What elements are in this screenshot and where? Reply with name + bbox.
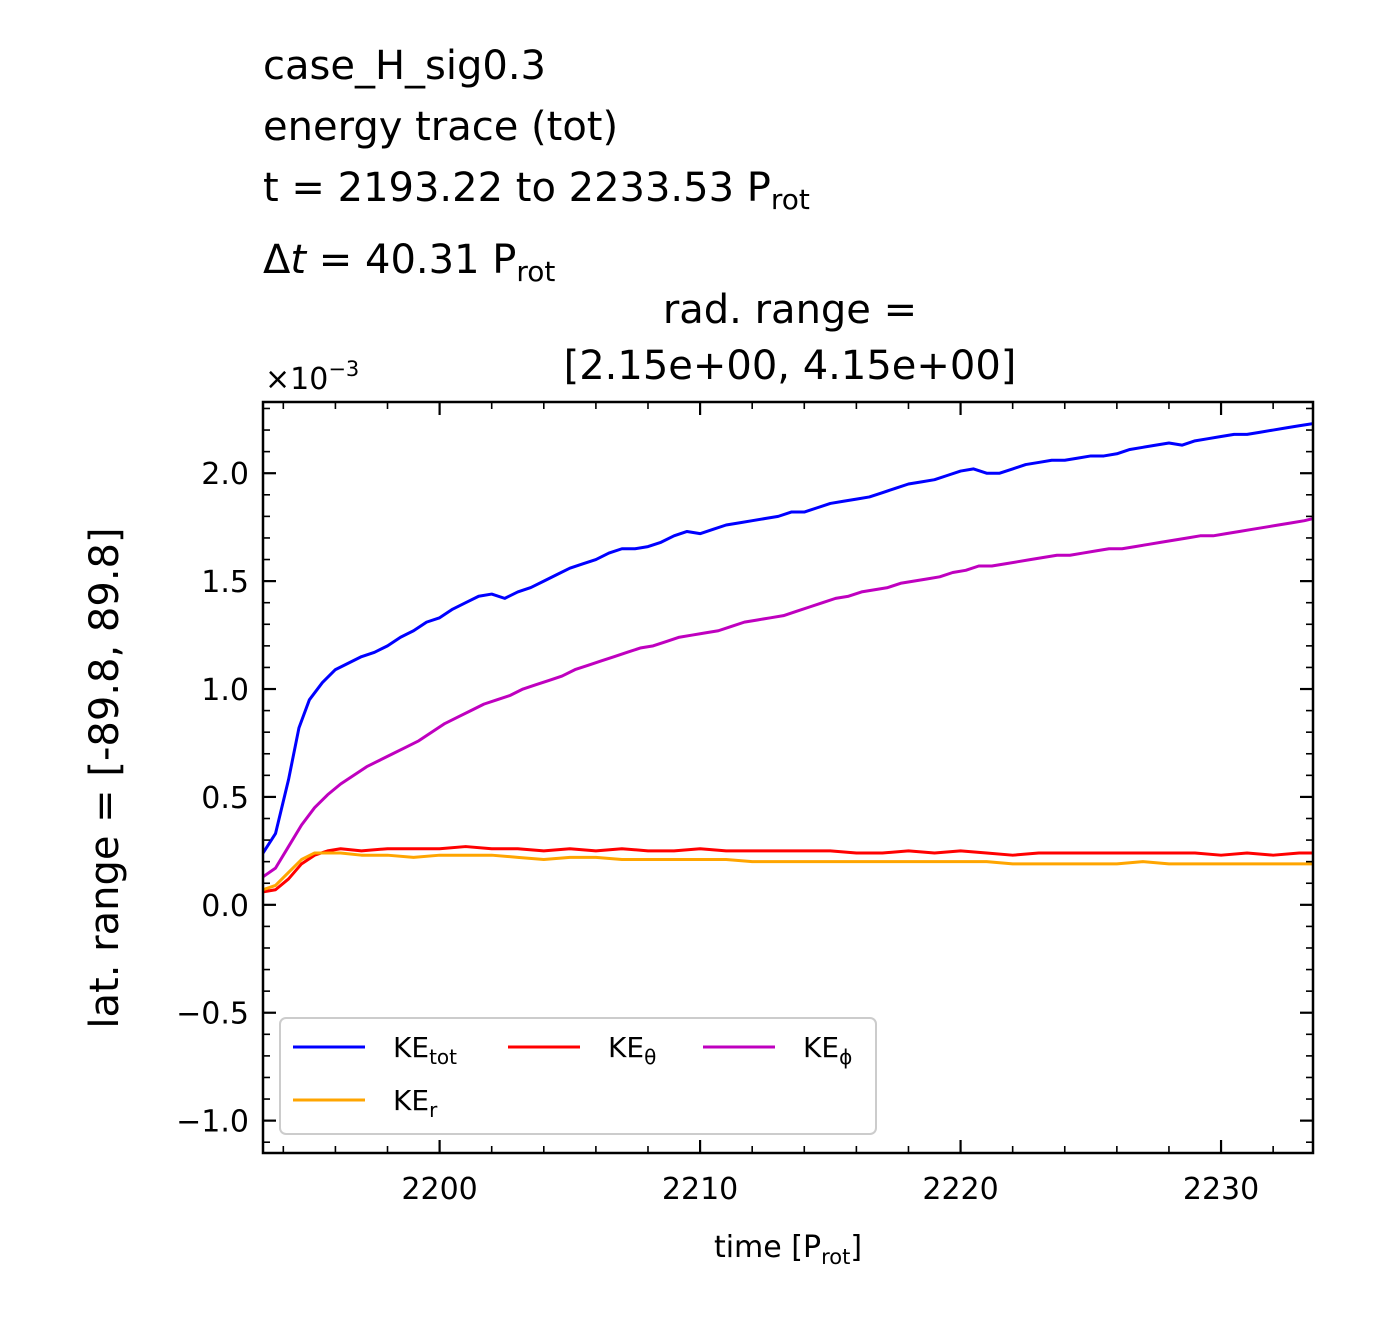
y-tick-label: 1.5 [201,565,249,600]
tick-labels: 2200 2210 2220 2230 −1.0 −0.5 0.0 0.5 1.0 1.5 2.0 [176,457,1259,1207]
legend-label: KEtot [393,1031,457,1069]
legend: KEtot KEθ KEϕ KEr [279,1017,877,1135]
y-axis-label: lat. range = [-89.8, 89.8] [82,527,128,1028]
offset-text: ×10−3 [265,357,359,397]
x-tick-label: 2200 [401,1172,477,1207]
legend-label: KEr [393,1084,438,1122]
axes-title-line2: [2.15e+00, 4.15e+00] [563,343,1017,389]
plot-area [263,422,1313,894]
legend-label: KEϕ [803,1031,852,1069]
legend-box [279,1017,877,1135]
x-tick-label: 2230 [1183,1172,1259,1207]
figure-title-delta-t: Δt = 40.31 Prot [263,237,556,288]
y-tick-label: −1.0 [176,1105,249,1140]
series-line-ϕ-2 [263,517,1313,879]
legend-label: KEθ [608,1031,656,1069]
y-tick-label: 2.0 [201,457,249,492]
x-tick-label: 2210 [662,1172,738,1207]
y-tick-label: 0.0 [201,889,249,924]
axes-frame [261,400,1315,1155]
y-tick-label: −0.5 [176,997,249,1032]
y-tick-label: 0.5 [201,781,249,816]
x-tick-label: 2220 [922,1172,998,1207]
figure-title-case: case_H_sig0.3 [263,43,546,89]
x-axis-label: time [Prot] [714,1230,862,1269]
figure-title-kind: energy trace (tot) [263,104,619,150]
series-line-r-3 [263,851,1313,892]
y-tick-label: 1.0 [201,673,249,708]
figure-title-time-range: t = 2193.22 to 2233.53 Prot [263,165,810,216]
axes-title: rad. range = [2.15e+00, 4.15e+00] [460,282,1120,394]
series-line-tot-0 [263,422,1313,854]
figure-title: case_H_sig0.3 energy trace (tot) t = 219… [263,36,810,302]
axes-title-line1: rad. range = [662,287,918,333]
series-line-θ-1 [263,845,1313,894]
